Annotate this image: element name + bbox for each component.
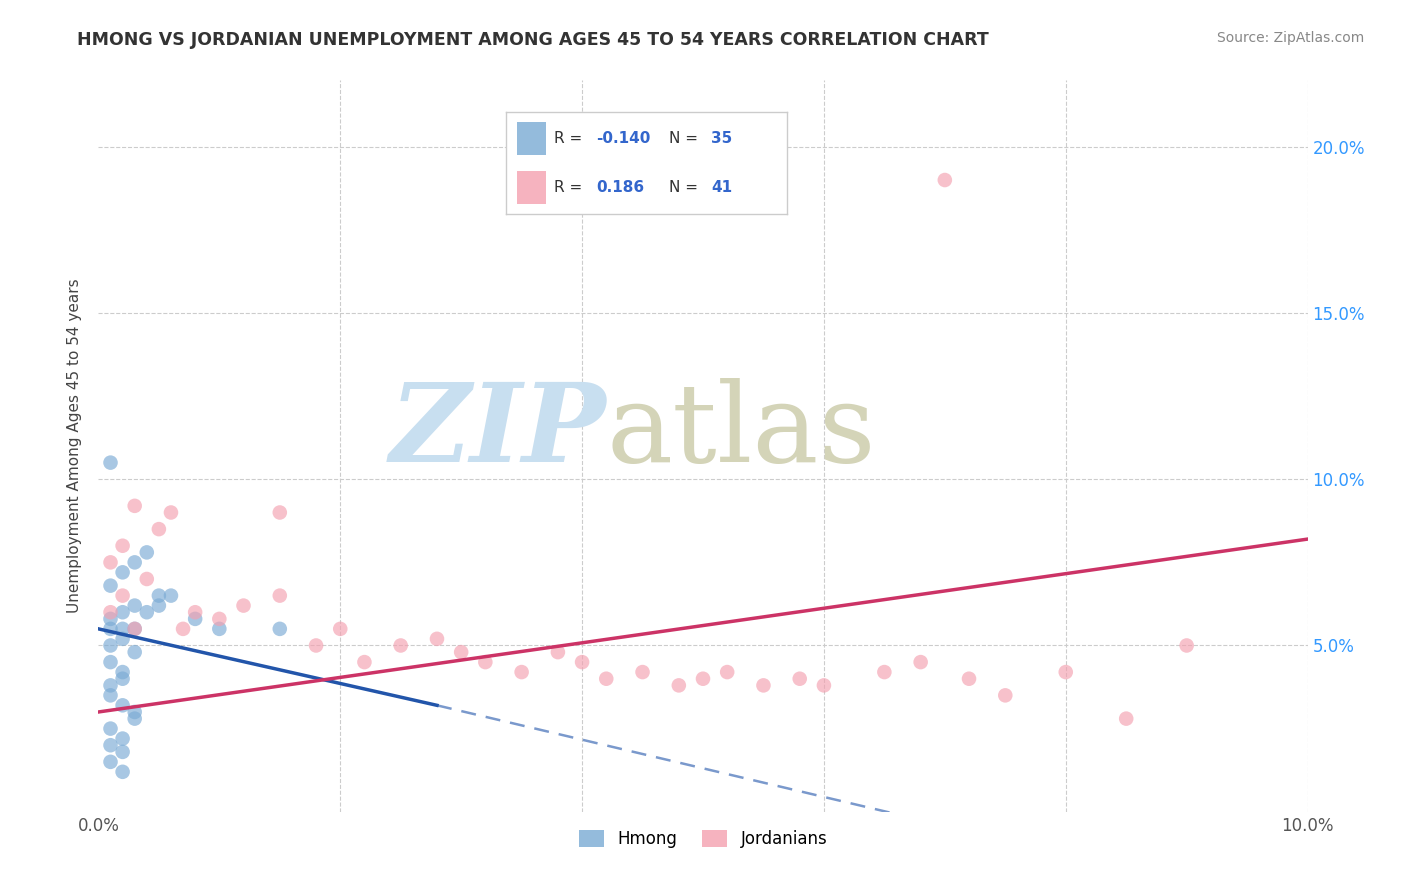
Point: [111, 665, 134, 679]
Text: 0.186: 0.186: [596, 180, 644, 195]
Text: 35: 35: [711, 130, 733, 145]
Point: [873, 665, 896, 679]
Point: [100, 612, 122, 626]
Point: [571, 655, 593, 669]
Point: [389, 639, 412, 653]
Point: [148, 599, 170, 613]
Text: HMONG VS JORDANIAN UNEMPLOYMENT AMONG AGES 45 TO 54 YEARS CORRELATION CHART: HMONG VS JORDANIAN UNEMPLOYMENT AMONG AG…: [77, 31, 988, 49]
Point: [474, 655, 496, 669]
Point: [329, 622, 352, 636]
Point: [111, 566, 134, 580]
Point: [124, 645, 146, 659]
Legend: Hmong, Jordanians: Hmong, Jordanians: [572, 823, 834, 855]
Point: [111, 539, 134, 553]
Text: N =: N =: [669, 180, 703, 195]
Point: [111, 745, 134, 759]
Point: [135, 545, 157, 559]
Point: [100, 678, 122, 692]
Point: [353, 655, 375, 669]
Point: [111, 764, 134, 779]
Point: [135, 572, 157, 586]
Point: [547, 645, 569, 659]
Point: [269, 506, 291, 520]
Text: 41: 41: [711, 180, 733, 195]
Point: [1054, 665, 1077, 679]
Point: [184, 612, 207, 626]
Point: [100, 622, 122, 636]
Point: [305, 639, 328, 653]
Point: [111, 698, 134, 713]
Point: [100, 738, 122, 752]
Point: [124, 622, 146, 636]
Point: [160, 589, 183, 603]
Point: [232, 599, 254, 613]
Point: [100, 655, 122, 669]
Text: R =: R =: [554, 130, 588, 145]
Point: [111, 589, 134, 603]
Point: [111, 731, 134, 746]
Bar: [517, 171, 546, 204]
Point: [957, 672, 980, 686]
Point: [426, 632, 449, 646]
Point: [1115, 712, 1137, 726]
Point: [100, 689, 122, 703]
Point: [716, 665, 738, 679]
Point: [752, 678, 775, 692]
Point: [510, 665, 533, 679]
Point: [124, 622, 146, 636]
Point: [124, 599, 146, 613]
Text: Source: ZipAtlas.com: Source: ZipAtlas.com: [1216, 31, 1364, 45]
Point: [934, 173, 956, 187]
Y-axis label: Unemployment Among Ages 45 to 54 years: Unemployment Among Ages 45 to 54 years: [67, 278, 83, 614]
Point: [148, 522, 170, 536]
Point: [100, 605, 122, 619]
Point: [124, 705, 146, 719]
Point: [111, 632, 134, 646]
Point: [184, 605, 207, 619]
Point: [124, 499, 146, 513]
Point: [208, 612, 231, 626]
Point: [269, 589, 291, 603]
Point: [100, 579, 122, 593]
Point: [124, 555, 146, 569]
Point: [269, 622, 291, 636]
Point: [160, 506, 183, 520]
Text: N =: N =: [669, 130, 703, 145]
Point: [111, 605, 134, 619]
Point: [692, 672, 714, 686]
Text: ZIP: ZIP: [389, 377, 606, 485]
Point: [100, 755, 122, 769]
Point: [910, 655, 932, 669]
Point: [208, 622, 231, 636]
Text: R =: R =: [554, 180, 588, 195]
Text: -0.140: -0.140: [596, 130, 651, 145]
Point: [100, 456, 122, 470]
Point: [631, 665, 654, 679]
Point: [100, 722, 122, 736]
Point: [100, 555, 122, 569]
Point: [789, 672, 811, 686]
Point: [668, 678, 690, 692]
Point: [100, 639, 122, 653]
Point: [111, 672, 134, 686]
Point: [595, 672, 617, 686]
Point: [450, 645, 472, 659]
Point: [124, 712, 146, 726]
Point: [111, 622, 134, 636]
Bar: [517, 122, 546, 154]
Point: [148, 589, 170, 603]
Point: [1175, 639, 1198, 653]
Text: atlas: atlas: [606, 378, 876, 485]
Point: [172, 622, 194, 636]
Point: [135, 605, 157, 619]
Point: [994, 689, 1017, 703]
Point: [813, 678, 835, 692]
